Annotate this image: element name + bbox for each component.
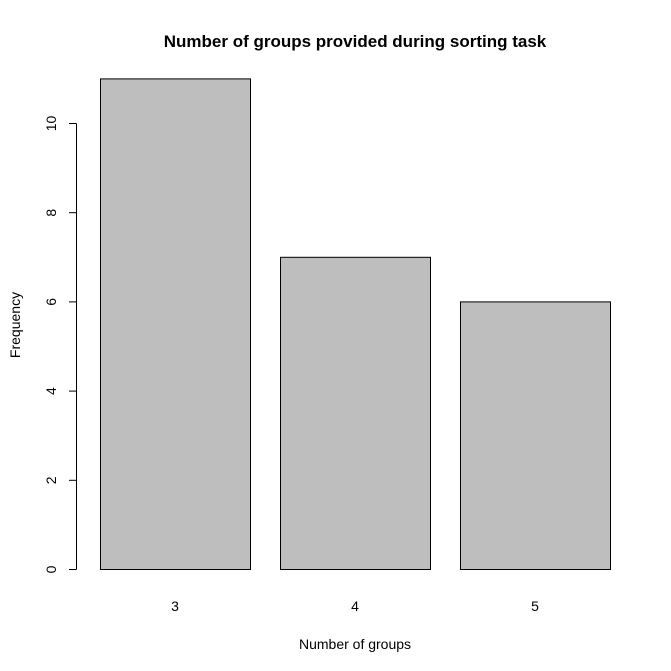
bars-group [100,78,611,571]
y-tick-label-2: 2 [43,476,59,484]
bar-4 [280,256,431,570]
x-tick-label-3: 3 [171,598,179,614]
chart-title: Number of groups provided during sorting… [164,32,547,51]
x-tick-label-5: 5 [531,598,539,614]
x-axis-label: Number of groups [299,636,411,652]
x-tick-labels: 3 4 5 [171,598,539,614]
y-tick-label-8: 8 [43,209,59,217]
y-axis-label: Frequency [7,292,23,358]
bar-3 [100,78,251,571]
y-axis: 0 2 4 6 8 10 [43,116,77,573]
y-tick-label-4: 4 [43,387,59,395]
y-tick-label-6: 6 [43,298,59,306]
bar-5 [460,301,611,570]
y-tick-label-10: 10 [43,116,59,132]
x-tick-label-4: 4 [351,598,359,614]
y-tick-label-0: 0 [43,565,59,573]
